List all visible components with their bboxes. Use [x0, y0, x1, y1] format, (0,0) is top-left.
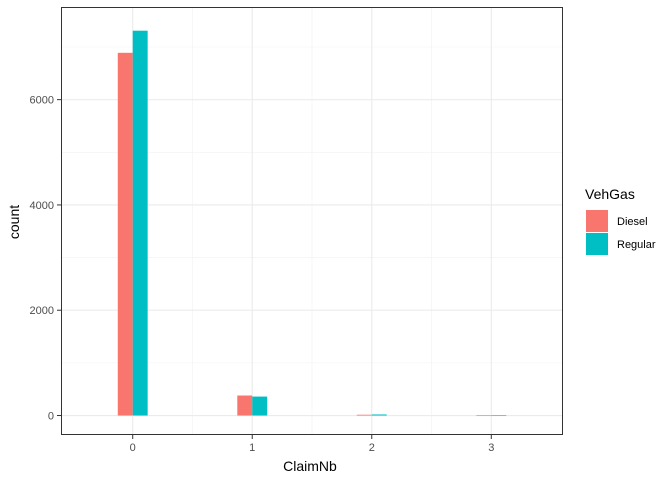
y-axis-title: count [6, 205, 22, 239]
y-tick-label: 2000 [30, 305, 54, 317]
bar-regular-1 [252, 396, 268, 416]
bar-regular-2 [371, 414, 387, 416]
x-tick-label: 0 [130, 442, 136, 454]
bar-diesel-0 [117, 52, 133, 416]
x-tick-label: 3 [488, 442, 494, 454]
bar-diesel-1 [237, 395, 253, 416]
y-tick-label: 4000 [30, 200, 54, 212]
legend-label-diesel: Diesel [617, 216, 648, 228]
bar-diesel-2 [356, 414, 372, 416]
y-tick-label: 0 [48, 411, 54, 423]
legend-swatch-diesel [586, 210, 608, 232]
y-tick-label: 6000 [30, 95, 54, 107]
legend-title: VehGas [585, 186, 635, 202]
x-tick-label: 2 [369, 442, 375, 454]
legend-label-regular: Regular [617, 239, 656, 251]
x-axis-title: ClaimNb [283, 458, 337, 474]
bar-regular-3 [491, 415, 507, 416]
x-tick-label: 1 [249, 442, 255, 454]
bars [117, 30, 507, 416]
panel-border [61, 7, 563, 435]
bar-diesel-3 [476, 415, 492, 416]
bar-regular-0 [132, 30, 148, 416]
legend: VehGas Diesel Regular [585, 186, 656, 255]
y-axis-ticks: 0 2000 4000 6000 [30, 95, 61, 423]
x-axis-ticks: 0 1 2 3 [130, 435, 494, 454]
legend-swatch-regular [586, 233, 608, 255]
